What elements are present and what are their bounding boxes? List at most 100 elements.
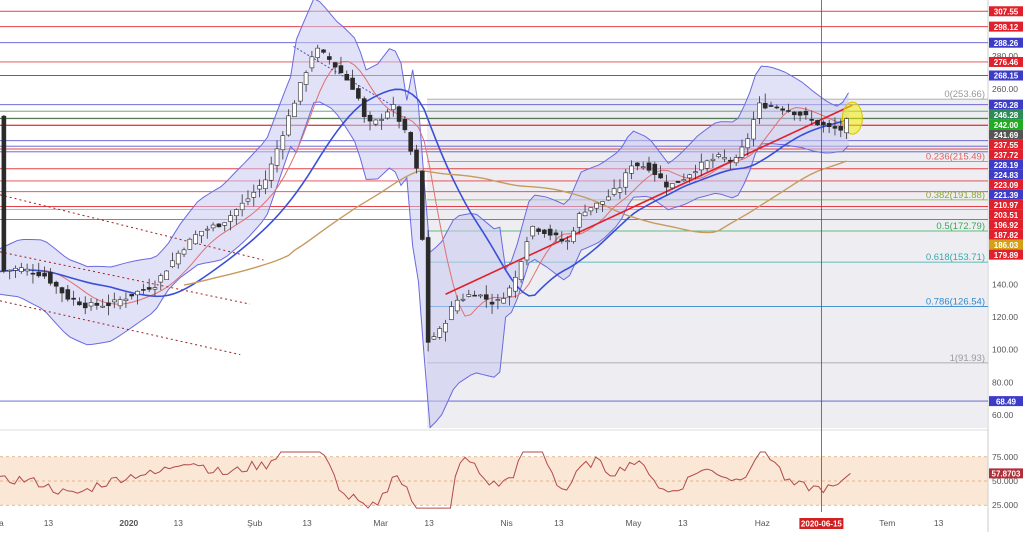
candle-body xyxy=(257,185,262,190)
candle-body xyxy=(751,119,756,140)
x-tick-label: Nis xyxy=(500,518,512,528)
price-level-label: 179.89 xyxy=(994,251,1019,260)
price-tick-label: 100.00 xyxy=(992,345,1018,355)
candle-body xyxy=(48,272,53,284)
fib-label: 0.618(153.71) xyxy=(926,252,985,263)
candle-body xyxy=(530,226,536,237)
price-tick-label: 140.00 xyxy=(992,279,1018,289)
candle-body xyxy=(408,132,413,152)
price-level-label: 237.72 xyxy=(994,151,1019,160)
x-tick-label: 13 xyxy=(934,518,944,528)
candle-body xyxy=(524,241,530,261)
price-tick-label: 260.00 xyxy=(992,84,1018,94)
price-level-badge xyxy=(989,229,1023,240)
candle-body xyxy=(53,281,59,287)
price-level-badge xyxy=(989,99,1023,110)
candle-body xyxy=(640,166,646,169)
price-level-label: 186.03 xyxy=(994,241,1019,250)
price-level-badge xyxy=(989,6,1023,17)
x-tick-label: Tem xyxy=(879,518,895,528)
candle-body xyxy=(513,277,518,292)
price-level-label: 250.28 xyxy=(994,101,1019,110)
crosshair-date-label: 2020-06-15 xyxy=(801,520,842,529)
candle-body xyxy=(193,234,198,245)
price-level-label: 228.19 xyxy=(994,161,1019,170)
candle-body xyxy=(286,115,291,136)
price-level-badge xyxy=(989,21,1023,32)
candle-body xyxy=(565,240,570,243)
candle-body xyxy=(495,299,501,301)
candle-body xyxy=(460,298,466,301)
price-level-label: 307.55 xyxy=(994,7,1019,16)
candle-body xyxy=(263,179,268,189)
candle-body xyxy=(94,302,100,306)
price-level-badge xyxy=(989,209,1023,220)
x-tick-label: Haz xyxy=(755,518,770,528)
candle-body xyxy=(245,198,251,202)
price-level-label: 246.28 xyxy=(994,111,1019,120)
candle-body xyxy=(361,98,367,117)
fib-label: 0.382(191.88) xyxy=(926,190,985,201)
candle-body xyxy=(757,102,762,119)
x-tick-label: 2020 xyxy=(119,518,138,528)
candle-body xyxy=(129,293,135,297)
fib-label: 0(253.66) xyxy=(944,89,985,100)
candle-body xyxy=(146,287,152,290)
candle-body xyxy=(629,165,634,174)
rsi-tick-label: 50.000 xyxy=(992,476,1018,486)
candle-body xyxy=(809,119,815,121)
candle-body xyxy=(588,207,594,212)
candle-body xyxy=(117,299,123,307)
candle-body xyxy=(216,223,222,228)
x-tick-label: Mar xyxy=(373,518,388,528)
candle-body xyxy=(222,222,228,226)
price-level-badge xyxy=(989,37,1023,48)
candle-body xyxy=(327,56,332,60)
candle-body xyxy=(77,301,82,306)
candle-body xyxy=(7,269,12,272)
candle-body xyxy=(315,47,321,58)
candle-body xyxy=(65,289,71,300)
price-level-label: 223.09 xyxy=(994,181,1019,190)
price-level-label: 241.69 xyxy=(994,131,1019,140)
price-level-label: 210.97 xyxy=(994,201,1019,210)
trendline-up xyxy=(445,104,853,296)
candle-body xyxy=(518,261,524,280)
x-tick-label: May xyxy=(625,518,642,528)
price-level-label: 187.82 xyxy=(994,231,1019,240)
price-level-label: 221.39 xyxy=(994,191,1019,200)
candle-body xyxy=(373,119,379,125)
candle-body xyxy=(356,88,361,99)
candle-body xyxy=(454,299,460,312)
candle-body xyxy=(791,111,797,116)
candle-body xyxy=(658,173,663,179)
fib-label: 1(91.93) xyxy=(950,353,985,364)
ma-fast-line xyxy=(0,60,849,317)
candle-body xyxy=(234,209,239,217)
candle-body xyxy=(367,114,373,122)
candle-body xyxy=(30,272,36,275)
candle-body xyxy=(309,56,315,69)
x-tick-label: 13 xyxy=(424,518,434,528)
candle-body xyxy=(390,104,396,111)
candle-body xyxy=(228,215,233,222)
candle-body xyxy=(19,267,24,272)
fib-label: 0.5(172.79) xyxy=(936,221,985,232)
price-level-badge xyxy=(989,199,1023,210)
candle-body xyxy=(774,106,780,109)
candle-body xyxy=(437,328,443,338)
candle-body xyxy=(59,287,65,294)
candle-body xyxy=(687,174,692,179)
price-level-label: 268.15 xyxy=(994,72,1019,81)
candle-body xyxy=(600,201,605,205)
candle-body xyxy=(71,297,76,300)
candle-body xyxy=(42,272,47,277)
candle-body xyxy=(170,260,175,267)
price-level-badge xyxy=(989,129,1023,140)
candle-body xyxy=(396,106,402,122)
candle-body xyxy=(635,162,640,167)
candle-body xyxy=(472,294,477,297)
rsi-tick-label: 25.000 xyxy=(992,500,1018,510)
candle-body xyxy=(571,230,576,242)
candle-body xyxy=(13,267,18,271)
